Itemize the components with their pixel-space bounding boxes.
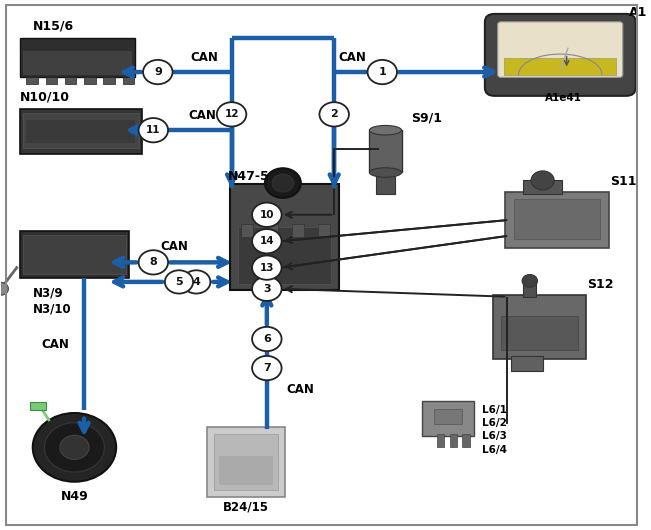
Text: 11: 11 (146, 125, 161, 135)
FancyBboxPatch shape (523, 281, 536, 297)
FancyBboxPatch shape (514, 199, 600, 238)
Text: 12: 12 (225, 109, 239, 119)
FancyBboxPatch shape (65, 77, 76, 84)
FancyBboxPatch shape (505, 192, 609, 248)
Text: CAN: CAN (190, 51, 218, 64)
FancyBboxPatch shape (292, 224, 304, 237)
Circle shape (217, 102, 246, 127)
FancyBboxPatch shape (20, 38, 135, 77)
Text: CAN: CAN (338, 51, 366, 64)
Text: 10: 10 (260, 210, 274, 220)
Circle shape (368, 60, 397, 84)
FancyBboxPatch shape (370, 130, 402, 172)
Text: 4: 4 (192, 277, 201, 287)
FancyBboxPatch shape (318, 224, 329, 237)
FancyBboxPatch shape (501, 316, 578, 350)
FancyBboxPatch shape (26, 77, 38, 84)
Text: 5: 5 (175, 277, 183, 287)
Text: A1e41: A1e41 (545, 93, 582, 103)
FancyBboxPatch shape (26, 120, 135, 144)
Circle shape (531, 171, 554, 190)
FancyBboxPatch shape (219, 456, 273, 485)
FancyBboxPatch shape (23, 235, 126, 274)
Text: CAN: CAN (188, 109, 216, 122)
Circle shape (60, 435, 89, 460)
Ellipse shape (370, 167, 402, 177)
Text: 2: 2 (330, 109, 338, 119)
Circle shape (272, 174, 294, 192)
Text: S9/1: S9/1 (411, 112, 442, 125)
Circle shape (0, 282, 8, 295)
FancyBboxPatch shape (267, 224, 279, 237)
Circle shape (139, 118, 168, 143)
FancyBboxPatch shape (20, 109, 142, 154)
Circle shape (252, 356, 282, 380)
FancyBboxPatch shape (523, 180, 562, 193)
FancyBboxPatch shape (46, 77, 57, 84)
FancyBboxPatch shape (504, 58, 616, 75)
FancyBboxPatch shape (510, 356, 543, 370)
Circle shape (44, 422, 104, 472)
Text: N3/9
N3/10: N3/9 N3/10 (33, 286, 72, 315)
Text: S12: S12 (587, 278, 614, 292)
Circle shape (252, 277, 282, 301)
FancyBboxPatch shape (104, 77, 115, 84)
Text: 7: 7 (263, 363, 271, 373)
FancyBboxPatch shape (493, 295, 587, 359)
Text: 6: 6 (263, 334, 271, 344)
FancyBboxPatch shape (84, 77, 96, 84)
Text: N10/10: N10/10 (20, 91, 70, 104)
Text: S11: S11 (610, 175, 637, 188)
FancyBboxPatch shape (450, 434, 457, 447)
FancyBboxPatch shape (437, 434, 445, 447)
Text: 8: 8 (150, 258, 157, 267)
Ellipse shape (370, 126, 402, 135)
Text: N47-5: N47-5 (229, 170, 270, 183)
FancyBboxPatch shape (20, 231, 129, 278)
Text: A1: A1 (630, 6, 648, 19)
FancyBboxPatch shape (241, 224, 253, 237)
FancyBboxPatch shape (376, 171, 395, 193)
Circle shape (143, 60, 173, 84)
Circle shape (252, 202, 282, 227)
FancyBboxPatch shape (462, 434, 470, 447)
Circle shape (252, 327, 282, 351)
Text: L6/1
L6/2
L6/3
L6/4: L6/1 L6/2 L6/3 L6/4 (482, 405, 506, 455)
FancyBboxPatch shape (498, 22, 623, 77)
Circle shape (182, 270, 210, 294)
FancyBboxPatch shape (485, 14, 635, 96)
Text: 13: 13 (260, 263, 274, 272)
FancyBboxPatch shape (122, 77, 134, 84)
FancyBboxPatch shape (238, 227, 331, 284)
Text: 14: 14 (260, 236, 274, 246)
FancyBboxPatch shape (214, 434, 278, 490)
Circle shape (320, 102, 349, 127)
Circle shape (139, 250, 168, 275)
Text: 1: 1 (378, 67, 386, 77)
Circle shape (252, 229, 282, 253)
FancyBboxPatch shape (23, 113, 139, 148)
FancyBboxPatch shape (434, 409, 462, 423)
Text: 9: 9 (154, 67, 161, 77)
FancyBboxPatch shape (29, 402, 46, 410)
Text: CAN: CAN (41, 338, 69, 351)
Circle shape (165, 270, 193, 294)
Circle shape (522, 275, 538, 287)
Text: CAN: CAN (286, 383, 314, 396)
FancyBboxPatch shape (230, 184, 339, 290)
Circle shape (265, 168, 301, 198)
FancyBboxPatch shape (207, 427, 284, 497)
Text: N15/6: N15/6 (33, 20, 74, 32)
Text: 3: 3 (263, 284, 271, 294)
Text: N49: N49 (61, 490, 89, 502)
Text: CAN: CAN (160, 240, 187, 253)
FancyBboxPatch shape (23, 51, 132, 75)
Text: B24/15: B24/15 (223, 500, 269, 513)
Circle shape (252, 255, 282, 280)
Circle shape (33, 413, 116, 482)
FancyBboxPatch shape (422, 401, 474, 436)
